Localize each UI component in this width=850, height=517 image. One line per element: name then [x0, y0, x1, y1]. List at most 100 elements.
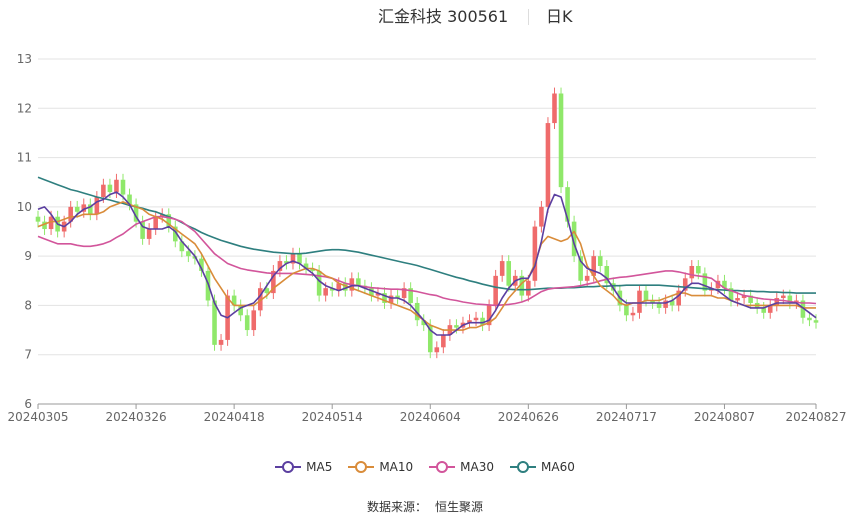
candle-body	[591, 256, 597, 276]
candle-body	[506, 261, 512, 286]
legend-label-ma5: MA5	[306, 460, 333, 474]
candle-body	[284, 261, 289, 264]
candle-body	[42, 221, 47, 230]
candle-body	[545, 123, 551, 207]
candle-body	[356, 278, 361, 286]
candle-body	[741, 295, 747, 299]
candle-body	[68, 206, 73, 222]
candle-body	[696, 266, 701, 274]
source-value: 恒生聚源	[435, 500, 484, 514]
legend-circle-ma60	[517, 461, 530, 473]
candle-body	[323, 288, 328, 296]
candle-body	[264, 288, 270, 294]
candle-body	[434, 347, 440, 353]
candle-body	[74, 206, 80, 212]
x-tick-label: 20240717	[596, 410, 657, 424]
candle-body	[441, 335, 446, 348]
candle-body	[650, 300, 655, 303]
candle-body	[565, 187, 570, 222]
chart-header: 汇金科技 300561 日K	[0, 6, 850, 28]
candle-body	[493, 275, 498, 306]
candle-body	[35, 216, 41, 222]
legend-label-ma10: MA10	[379, 460, 414, 474]
candle-body	[231, 295, 237, 306]
candle-body	[728, 288, 734, 301]
legend-marker-icon	[275, 460, 302, 474]
candle-body	[774, 298, 780, 306]
y-tick-label: 8	[24, 298, 32, 312]
candle-body	[388, 295, 394, 303]
candle-body	[94, 197, 100, 215]
legend-label-ma60: MA60	[541, 460, 575, 474]
candle-body	[88, 204, 93, 215]
x-tick-label: 20240827	[785, 410, 846, 424]
candle-body	[140, 221, 145, 239]
candle-body	[408, 288, 413, 303]
x-tick-label: 20240305	[7, 410, 68, 424]
candle-body	[682, 278, 688, 291]
x-tick-label: 20240604	[400, 410, 461, 424]
candle-body	[807, 317, 812, 321]
candle-body	[159, 214, 165, 217]
y-tick-label: 11	[17, 151, 32, 165]
candle-body	[212, 300, 217, 345]
candle-body	[310, 268, 315, 271]
candle-body	[421, 320, 427, 326]
y-tick-label: 10	[17, 200, 32, 214]
candle-body	[584, 275, 590, 281]
candle-body	[244, 315, 250, 331]
candle-body	[336, 283, 342, 291]
legend-item-ma5[interactable]: MA5	[275, 458, 332, 476]
x-tick-label: 20240807	[694, 410, 755, 424]
legend-item-ma10[interactable]: MA10	[348, 458, 413, 476]
candle-body	[630, 312, 636, 316]
candle-body	[81, 204, 87, 212]
candle-body	[133, 204, 139, 222]
title-separator	[528, 9, 529, 25]
candle-body	[114, 179, 119, 193]
ma10-line	[37, 201, 816, 331]
legend-label-ma30: MA30	[460, 460, 495, 474]
candle-body	[669, 300, 675, 306]
candle-body	[526, 280, 531, 296]
candle-body	[624, 305, 629, 316]
candle-body	[401, 288, 407, 299]
period-label: 日K	[546, 7, 573, 26]
candle-body	[257, 288, 263, 311]
candle-body	[781, 295, 786, 299]
candle-body	[297, 253, 302, 264]
candle-body	[316, 270, 322, 296]
candle-body	[676, 290, 681, 306]
y-tick-label: 9	[24, 249, 32, 263]
candle-body	[290, 253, 296, 264]
candle-body	[251, 310, 257, 331]
candle-body	[186, 251, 191, 257]
y-tick-label: 13	[17, 52, 32, 66]
source-label: 数据来源：	[366, 500, 427, 514]
candle-body	[467, 320, 472, 323]
candle-body	[689, 266, 695, 279]
candle-body	[107, 184, 113, 193]
y-tick-label: 6	[24, 397, 32, 411]
legend-marker-icon	[510, 460, 537, 474]
legend-circle-ma10	[355, 461, 368, 473]
legend-item-ma30[interactable]: MA30	[429, 458, 494, 476]
candle-body	[722, 280, 727, 289]
candle-body	[342, 283, 348, 291]
candle-body	[604, 266, 610, 284]
candle-body	[153, 216, 158, 230]
candle-body	[761, 307, 766, 313]
candle-body	[375, 293, 381, 296]
candle-body	[480, 317, 485, 326]
legend-item-ma60[interactable]: MA60	[510, 458, 575, 476]
candle-body	[277, 261, 283, 271]
candle-body	[813, 320, 819, 323]
candle-body	[146, 229, 152, 239]
candle-body	[637, 290, 642, 313]
x-tick-label: 20240418	[204, 410, 265, 424]
candle-body	[486, 305, 492, 326]
candle-body	[767, 305, 773, 313]
candle-body	[552, 93, 557, 124]
candle-body	[179, 241, 185, 252]
candle-body	[101, 184, 106, 197]
